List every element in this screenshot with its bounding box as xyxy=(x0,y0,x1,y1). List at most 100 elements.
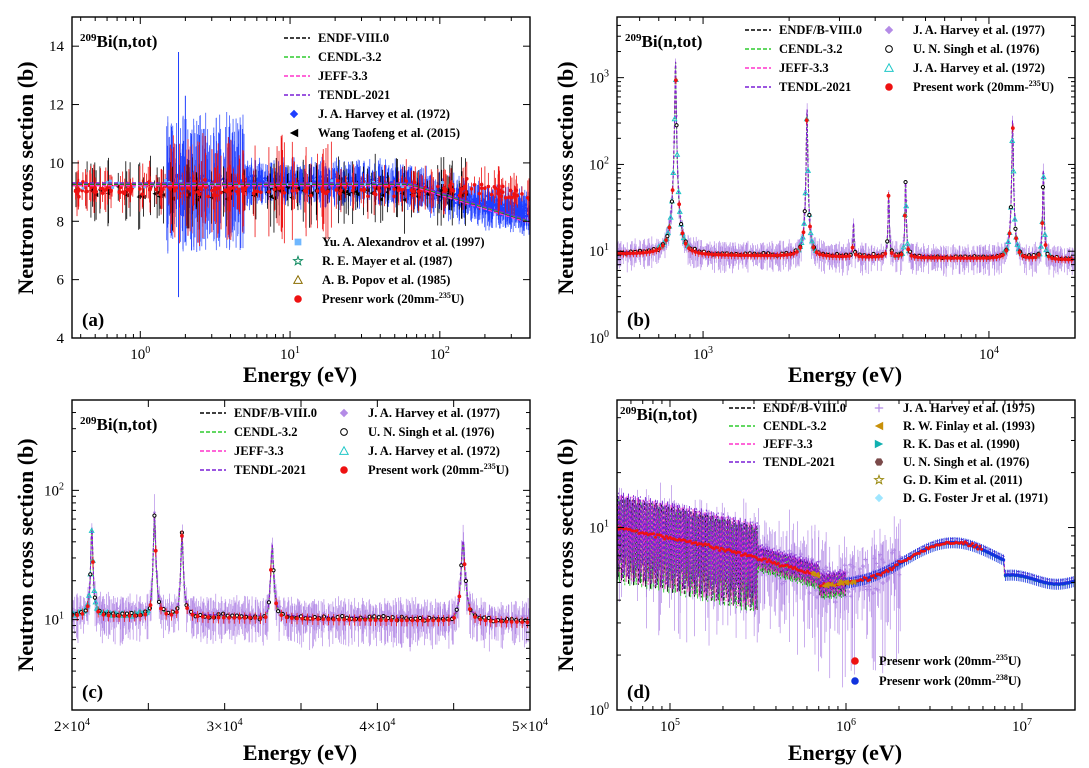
data-point-harvey-1977 xyxy=(278,604,282,609)
legend-label: ENDF-VIII.0 xyxy=(318,31,389,45)
data-point-present xyxy=(638,251,642,255)
legend-label: CENDL-3.2 xyxy=(318,50,382,64)
data-point-present xyxy=(938,255,943,260)
data-point-present xyxy=(621,251,626,256)
data-point-present xyxy=(231,185,236,190)
data-point-present xyxy=(628,251,632,256)
data-point-harvey-1972 xyxy=(667,214,674,220)
data-point-harvey-1977 xyxy=(645,245,649,250)
data-point-present xyxy=(305,186,310,190)
legend-marker-swatch xyxy=(292,274,304,284)
data-point-harvey-1972 xyxy=(801,220,808,226)
data-point-present xyxy=(925,255,930,260)
data-point-present xyxy=(191,190,196,195)
data-point-harvey-1972 xyxy=(318,179,323,184)
data-point-present xyxy=(450,187,454,192)
data-point-present xyxy=(472,182,477,187)
data-point-present xyxy=(660,243,665,248)
data-point-alexandrov xyxy=(401,185,405,189)
data-point-singh-1976 xyxy=(669,199,675,204)
data-point-harvey-1972 xyxy=(1011,215,1018,222)
data-point-present xyxy=(351,185,356,190)
legend-label: R. E. Mayer et al. (1987) xyxy=(322,254,452,268)
data-point-harvey-1972 xyxy=(1043,246,1050,253)
data-point-present xyxy=(723,253,727,257)
data-point-present xyxy=(520,192,524,196)
data-point-harvey-1972 xyxy=(903,202,910,209)
data-point-harvey-1977 xyxy=(331,611,335,615)
data-point-harvey-1972 xyxy=(670,169,677,176)
data-point-present xyxy=(775,253,780,258)
data-point-harvey-1972 xyxy=(1005,238,1012,245)
y-tick-label: 10 xyxy=(49,156,64,172)
data-point-present xyxy=(213,187,218,192)
data-point-alexandrov xyxy=(111,186,115,189)
data-point-present xyxy=(886,193,891,198)
data-point-wang-2015 xyxy=(271,196,277,201)
data-point-harvey-1972 xyxy=(424,184,429,188)
data-point-present xyxy=(75,191,79,196)
data-point-present xyxy=(1050,256,1054,261)
data-point-present xyxy=(935,255,940,260)
legend-label: CENDL-3.2 xyxy=(779,42,843,56)
tick-label: 101 xyxy=(280,345,300,363)
data-point-harvey-1972 xyxy=(324,173,329,177)
data-point-harvey-1972 xyxy=(252,186,257,191)
legend-label: TENDL-2021 xyxy=(779,80,851,94)
data-point-alexandrov xyxy=(105,180,109,184)
data-point-present xyxy=(752,253,757,258)
data-point-harvey-1972 xyxy=(488,203,493,207)
data-point-harvey-1972 xyxy=(513,211,518,215)
data-point-alexandrov xyxy=(330,179,334,183)
data-point-present xyxy=(965,256,969,261)
data-point-present xyxy=(988,255,992,260)
data-point-present xyxy=(84,189,88,194)
data-point-present xyxy=(745,253,750,258)
data-point-present xyxy=(309,193,313,198)
data-point-wang-2015 xyxy=(365,187,370,193)
data-point-present xyxy=(932,255,937,260)
tick-label: 100 xyxy=(130,345,150,363)
evaluation-line-2 xyxy=(72,185,530,224)
data-point-present xyxy=(203,177,207,182)
data-point-present xyxy=(867,254,871,259)
panel-a: 4 6 8 10 12 14 100 101 102 209Bi(n,tot) (a) ENDF-VI… xyxy=(13,16,531,387)
data-point-harvey-1972 xyxy=(328,186,333,190)
data-point-present xyxy=(677,202,682,207)
data-point-alexandrov xyxy=(406,186,410,189)
data-point-harvey-1972 xyxy=(383,175,388,180)
data-point-harvey-1977 xyxy=(402,619,406,623)
data-point-singh-1976 xyxy=(903,179,908,185)
data-point-harvey-1972 xyxy=(421,188,425,193)
data-point-present xyxy=(103,188,107,193)
data-point-harvey-1972 xyxy=(327,177,332,182)
data-point-present xyxy=(863,254,868,259)
legend-label: J. A. Harvey et al. (1977) xyxy=(913,23,1045,37)
data-point-present xyxy=(1043,243,1048,247)
data-point-harvey-1977 xyxy=(406,614,410,618)
y-axis-label-a: Neutron cross section (b) xyxy=(13,61,38,294)
data-point-wang-2015 xyxy=(253,192,259,197)
legend-label: A. B. Popov et al. (1985) xyxy=(322,273,450,287)
data-point-present xyxy=(667,225,672,230)
data-point-harvey-1972 xyxy=(798,239,805,245)
data-point-harvey-1977 xyxy=(296,611,300,615)
data-point-present xyxy=(690,248,695,253)
data-point-wang-2015 xyxy=(378,197,383,202)
data-point-alexandrov xyxy=(363,183,367,186)
data-point-present xyxy=(942,256,947,260)
data-point-present xyxy=(154,187,158,192)
data-point-present xyxy=(873,254,878,259)
data-point-present xyxy=(1053,256,1058,261)
data-point-harvey-1977 xyxy=(343,613,347,617)
data-point-present xyxy=(404,179,409,183)
data-point-present xyxy=(703,251,708,256)
data-point-present xyxy=(844,254,848,259)
legend-marker-swatch xyxy=(294,295,302,303)
data-point-harvey-1977 xyxy=(290,612,294,616)
data-point-present xyxy=(138,187,142,191)
data-point-harvey-1972 xyxy=(675,188,682,195)
data-point-present xyxy=(186,185,190,190)
data-point-harvey-1972 xyxy=(802,189,809,196)
tick-label: 103 xyxy=(589,69,609,87)
